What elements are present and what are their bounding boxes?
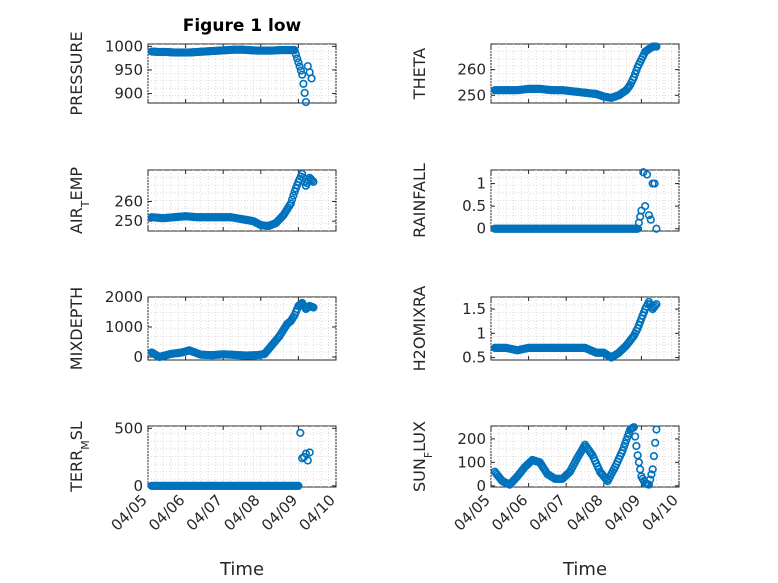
data-point xyxy=(308,176,317,185)
y-tick-label: 1 xyxy=(476,324,486,342)
subplot-7: 0 500 TERRMSL 04/0504/0604/0704/0804/0904/1… xyxy=(67,419,339,580)
data-point xyxy=(296,66,306,75)
y-axis-label: RAINFALL xyxy=(410,163,429,238)
y-axis-label: PRESSURE xyxy=(67,31,86,115)
data-point xyxy=(646,475,655,484)
y-tick-label: 500 xyxy=(114,419,143,437)
x-tick-label: 04/10 xyxy=(639,491,682,534)
data-point xyxy=(296,428,305,438)
subplot-4: 0 0.5 1 RAINFALL xyxy=(410,163,680,238)
data-point xyxy=(298,70,307,79)
y-tick-label: 950 xyxy=(114,61,143,79)
figure-title: Figure 1 low xyxy=(183,16,302,36)
data-point xyxy=(303,456,312,465)
subplot-3: 250 260 AIRTEMP xyxy=(67,167,337,234)
data-point xyxy=(651,301,660,310)
y-tick-label: 2000 xyxy=(105,288,143,306)
y-axis-label: THETA xyxy=(410,48,429,100)
data-point xyxy=(651,438,660,447)
data-point xyxy=(301,97,311,107)
data-point xyxy=(629,423,638,432)
data-point xyxy=(286,199,295,208)
data-point xyxy=(309,177,318,186)
y-tick-label: 1000 xyxy=(105,37,143,55)
x-tick-label: 04/09 xyxy=(601,491,644,534)
data-point xyxy=(290,46,299,55)
data-point xyxy=(652,224,661,233)
y-tick-label: 260 xyxy=(457,61,486,79)
y-tick-label: 0.5 xyxy=(462,349,486,367)
data-point xyxy=(295,62,304,71)
data-point xyxy=(289,191,298,200)
data-point xyxy=(291,50,300,59)
x-tick-label: 04/06 xyxy=(488,491,531,534)
x-tick-label: 04/07 xyxy=(183,491,226,534)
data-point xyxy=(647,470,656,479)
data-point xyxy=(294,58,303,67)
data-point xyxy=(307,74,316,83)
subplot-8: 0 100 200 SUNFLUX 04/0504/0604/0704/0804/090… xyxy=(410,421,682,580)
y-tick-label: 1 xyxy=(476,175,486,193)
y-axis-label: MIXDEPTH xyxy=(67,287,86,370)
y-tick-label: 1.5 xyxy=(462,300,486,318)
x-tick-label: 04/06 xyxy=(145,491,188,534)
subplot-5: 0 1000 2000 MIXDEPTH xyxy=(67,287,337,370)
data-point xyxy=(652,300,661,309)
data-point xyxy=(305,448,314,457)
y-axis-label: TERRMSL xyxy=(67,421,92,493)
y-axis-label: SUNFLUX xyxy=(410,421,435,492)
data-point xyxy=(293,54,302,63)
y-tick-label: 260 xyxy=(114,192,143,210)
data-point xyxy=(631,432,640,441)
data-point xyxy=(300,88,309,98)
data-point xyxy=(644,480,654,489)
data-point xyxy=(648,465,657,474)
y-tick-label: 0 xyxy=(476,477,486,495)
x-tick-label: 04/08 xyxy=(563,491,606,534)
y-axis-label: AIRTEMP xyxy=(67,167,92,234)
data-point xyxy=(652,425,661,434)
y-tick-label: 0 xyxy=(133,348,143,366)
data-point xyxy=(309,303,318,312)
data-point xyxy=(632,441,641,451)
data-point xyxy=(650,179,659,188)
x-tick-label: 04/10 xyxy=(296,491,339,534)
subplot-2: 250 260 THETA xyxy=(410,42,680,104)
data-point xyxy=(298,169,307,179)
x-axis-label: Time xyxy=(219,559,264,580)
data-point xyxy=(649,452,659,461)
y-tick-label: 900 xyxy=(114,85,143,103)
subplot-1: 900 950 1000 PRESSURE xyxy=(67,31,337,116)
x-tick-label: 04/05 xyxy=(451,491,494,534)
y-tick-label: 100 xyxy=(457,453,486,471)
y-tick-label: 0 xyxy=(476,220,486,238)
x-tick-label: 04/05 xyxy=(108,491,151,534)
y-tick-label: 0 xyxy=(133,477,143,495)
data-point xyxy=(641,202,650,211)
data-point xyxy=(646,215,655,224)
data-point xyxy=(288,195,297,204)
x-tick-label: 04/08 xyxy=(220,491,263,534)
data-point xyxy=(299,79,308,88)
y-tick-label: 250 xyxy=(114,212,143,230)
y-axis-label: H2OMIXRA xyxy=(410,286,429,372)
y-tick-label: 0.5 xyxy=(462,197,486,215)
x-tick-label: 04/09 xyxy=(258,491,301,534)
data-point xyxy=(294,481,303,490)
subplot-6: 0.5 1 1.5 H2OMIXRA xyxy=(410,286,680,372)
y-tick-label: 1000 xyxy=(105,318,143,336)
x-tick-label: 04/07 xyxy=(526,491,569,534)
y-tick-label: 200 xyxy=(457,430,486,448)
data-point xyxy=(652,42,661,51)
data-point xyxy=(642,170,652,179)
data-point xyxy=(644,211,654,220)
y-tick-label: 250 xyxy=(457,86,486,104)
x-axis-label: Time xyxy=(562,559,607,580)
